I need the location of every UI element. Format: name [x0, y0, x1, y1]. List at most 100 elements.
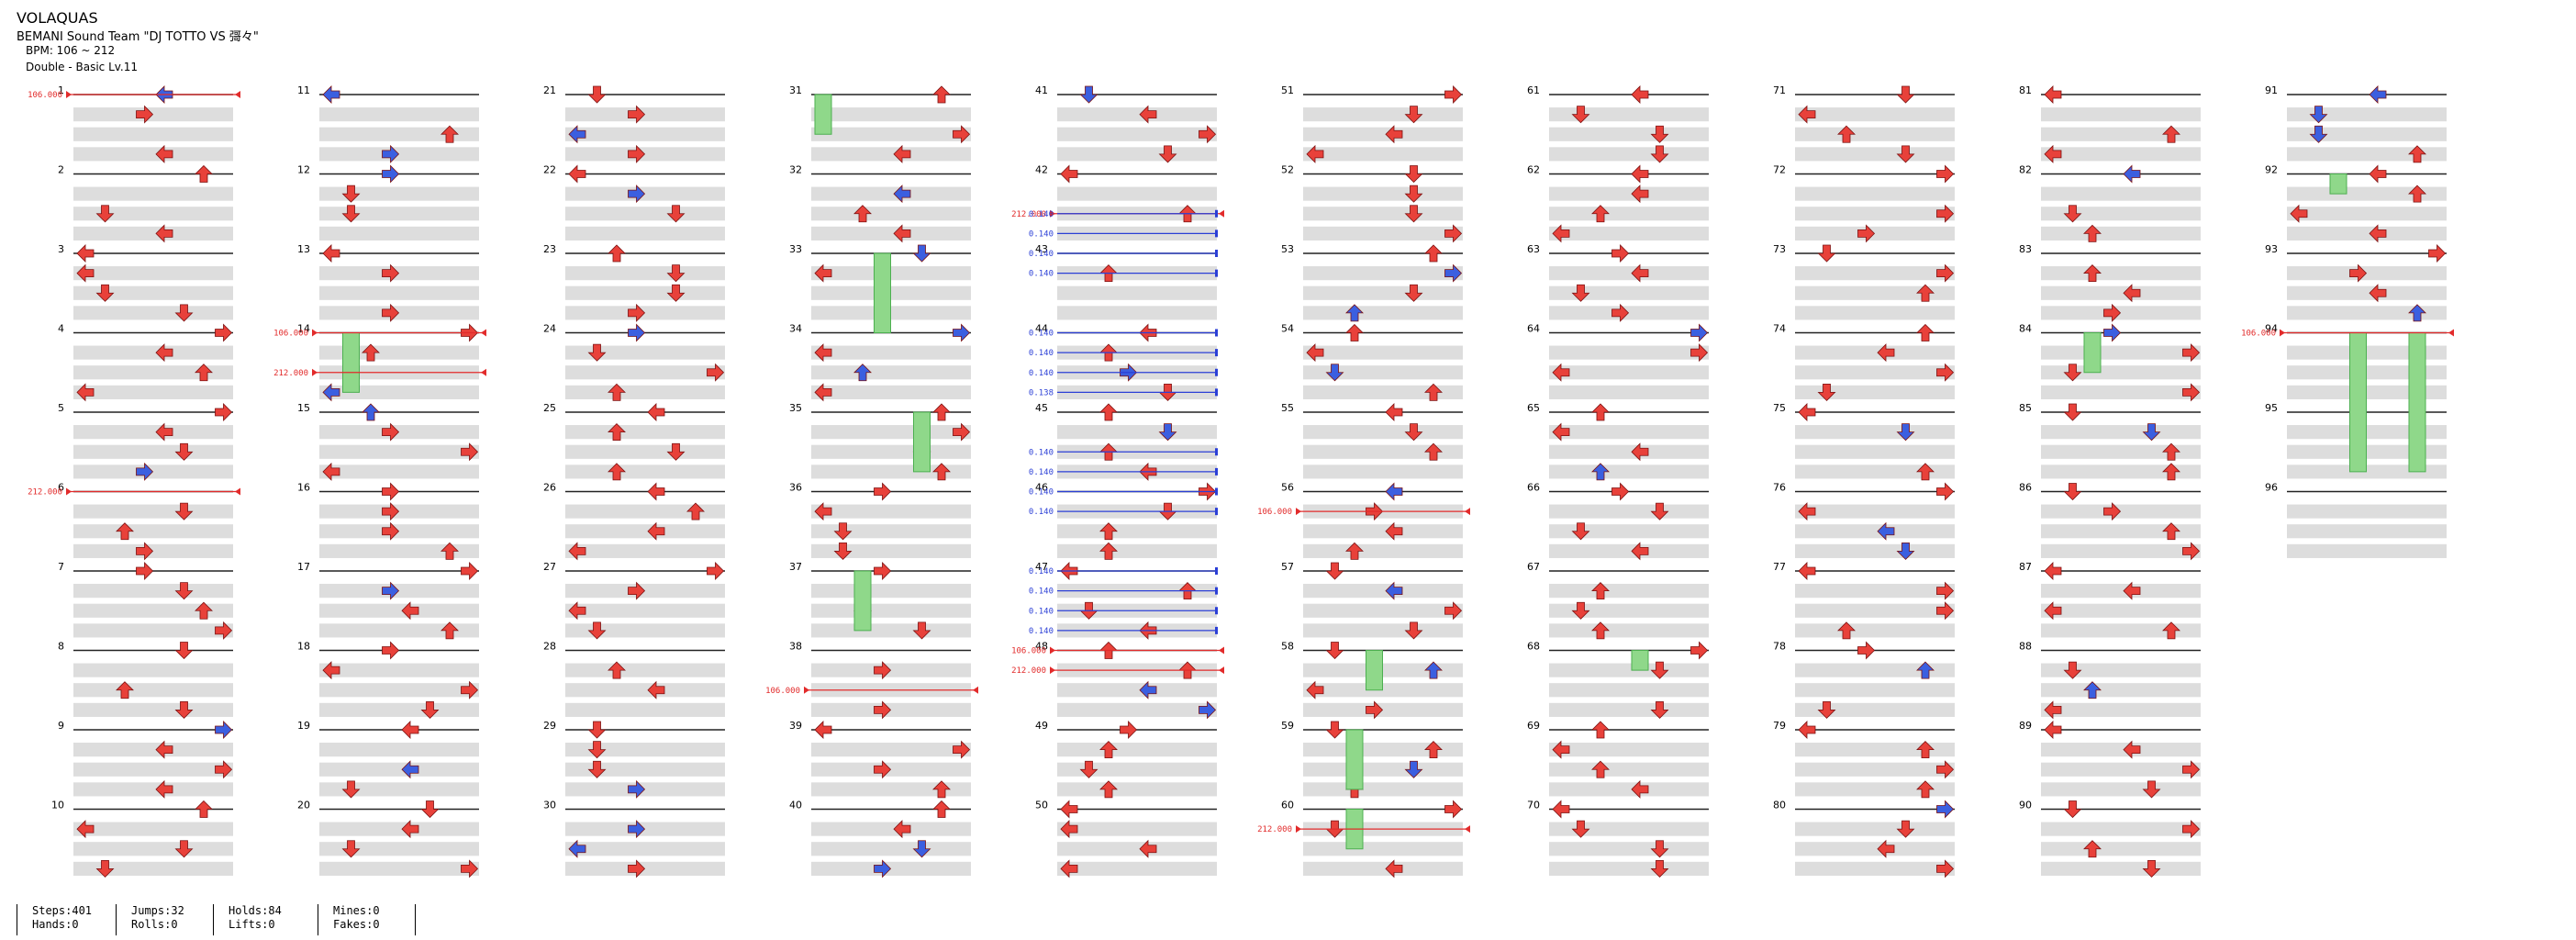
beat-row-shade — [2041, 425, 2201, 440]
step-arrow-red — [814, 263, 832, 283]
beat-row-shade — [811, 425, 971, 440]
beat-row-shade — [1795, 663, 1955, 677]
beat-row-shade — [319, 623, 479, 638]
measure-number: 2 — [58, 164, 64, 176]
step-arrow-red — [136, 105, 154, 124]
stop-end-marker — [1215, 508, 1218, 516]
beat-row-shade — [319, 226, 479, 241]
beat-row-shade — [319, 186, 479, 201]
step-arrow-blue — [1424, 661, 1443, 679]
step-arrow-red — [95, 859, 115, 878]
measure-number: 55 — [1281, 402, 1294, 414]
step-arrow-red — [874, 700, 892, 720]
measure-number: 56 — [1281, 482, 1294, 494]
bpm-change-label: 106.000 — [273, 330, 308, 339]
beat-row-shade — [1549, 782, 1709, 797]
beat-row-shade — [1795, 425, 1955, 440]
measure-number: 3 — [58, 243, 64, 255]
beat-row-shade — [565, 743, 725, 757]
step-arrow-red — [1099, 741, 1118, 759]
step-arrow-red — [912, 621, 931, 640]
step-arrow-blue — [136, 462, 154, 481]
step-arrow-blue — [1877, 521, 1895, 541]
step-arrow-red — [1306, 144, 1324, 163]
measure-number: 96 — [2265, 482, 2278, 494]
beat-row-shade — [2287, 147, 2447, 162]
step-arrow-red — [215, 323, 233, 342]
beat-row-shade — [1549, 425, 1709, 440]
measure-number: 23 — [543, 243, 556, 255]
bpm-change-marker — [1465, 508, 1470, 516]
beat-row-shade — [1795, 603, 1955, 618]
beat-row-shade — [2041, 524, 2201, 539]
step-arrow-blue — [1079, 85, 1098, 104]
step-arrow-red — [2142, 780, 2161, 799]
step-arrow-red — [647, 403, 665, 421]
beat-row-shade — [565, 464, 725, 479]
step-arrow-red — [1552, 800, 1570, 819]
measure-number: 14 — [297, 323, 310, 335]
beat-row-shade — [1795, 702, 1955, 717]
beat-row-shade — [1057, 147, 1217, 162]
beat-row-shade — [565, 285, 725, 300]
hold-body — [814, 94, 832, 135]
measure-number: 48 — [1035, 641, 1048, 653]
beat-row-shade — [1795, 822, 1955, 836]
beat-row-shade — [2287, 285, 2447, 300]
beat-row-shade — [2041, 226, 2201, 241]
beat-row-shade — [2041, 603, 2201, 618]
step-arrow-blue — [382, 144, 400, 163]
measure-number: 41 — [1035, 84, 1048, 96]
step-arrow-red — [1552, 363, 1570, 382]
step-arrow-red — [1896, 820, 1915, 838]
step-arrow-red — [461, 442, 479, 462]
bpm-change-marker — [312, 368, 318, 376]
step-arrow-red — [195, 164, 213, 183]
beat-row-shade — [811, 365, 971, 380]
beat-row-shade — [73, 702, 233, 717]
beat-row-shade — [1795, 543, 1955, 558]
beat-row-shade — [1303, 365, 1463, 380]
step-arrow-red — [1631, 542, 1649, 561]
beat-row-shade — [1057, 762, 1217, 777]
step-arrow-red — [932, 800, 951, 818]
step-arrow-red — [215, 621, 233, 640]
bpm-change-marker — [481, 368, 486, 376]
stop-label: 0.140 — [1029, 607, 1054, 616]
beat-row-shade — [2287, 226, 2447, 241]
beat-row-shade — [811, 504, 971, 519]
step-arrow-red — [322, 244, 340, 263]
step-arrow-blue — [382, 164, 400, 184]
step-arrow-red — [2369, 224, 2387, 243]
step-arrow-red — [1099, 522, 1118, 541]
beat-row-shade — [319, 861, 479, 876]
step-arrow-blue — [322, 383, 340, 402]
step-arrow-red — [1404, 423, 1423, 442]
measure-number: 76 — [1773, 482, 1786, 494]
step-arrow-red — [2063, 403, 2082, 421]
step-arrow-blue — [568, 125, 586, 144]
step-arrow-red — [2182, 343, 2201, 363]
step-arrow-red — [2182, 383, 2201, 402]
beat-row-shade — [1795, 207, 1955, 221]
stop-label: 0.140 — [1029, 250, 1054, 259]
hold-body — [1366, 650, 1383, 691]
step-arrow-red — [1404, 621, 1423, 640]
measure-number: 94 — [2265, 323, 2278, 335]
bpm-change-label: 106.000 — [1257, 508, 1292, 517]
hold-body — [1631, 650, 1649, 671]
stop-end-marker — [1215, 626, 1218, 634]
stop-label: 0.140 — [1029, 270, 1054, 279]
beat-row-shade — [565, 444, 725, 459]
beat-row-shade — [2287, 186, 2447, 201]
measure-number: 95 — [2265, 402, 2278, 414]
step-arrow-red — [1631, 442, 1649, 462]
beat-row-shade — [2287, 306, 2447, 320]
measure-number: 66 — [1527, 482, 1540, 494]
beat-row-shade — [73, 524, 233, 539]
beat-row-shade — [73, 226, 233, 241]
step-arrow-red — [2182, 760, 2201, 779]
bpm-change-label: 212.000 — [1011, 210, 1046, 219]
measure-number: 38 — [789, 641, 802, 653]
beat-row-shade — [1303, 285, 1463, 300]
